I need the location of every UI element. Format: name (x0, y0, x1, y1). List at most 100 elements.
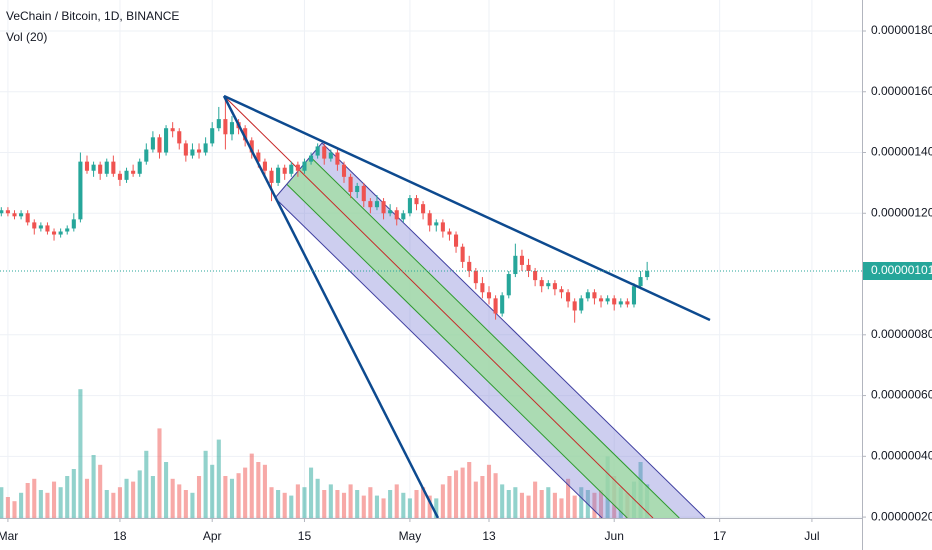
candle-body (434, 222, 439, 226)
candle-body (473, 271, 478, 284)
volume-bar (124, 478, 129, 518)
volume-bar (243, 467, 248, 518)
x-tick-label: 15 (298, 529, 312, 543)
candle-body (322, 146, 327, 159)
volume-bar (480, 476, 485, 518)
candle-body (25, 213, 30, 223)
last-price-label: 0.00000101 (871, 263, 932, 277)
volume-bar (546, 487, 551, 518)
candle-body (539, 280, 544, 287)
candle-body (262, 161, 267, 171)
candle-body (58, 231, 63, 235)
volume-bar (5, 497, 10, 518)
candle-body (177, 131, 182, 144)
candle-body (91, 164, 96, 171)
y-tick-label: 0.00000120 (871, 205, 932, 219)
drawings (223, 95, 706, 518)
volume-bar (579, 487, 584, 518)
candle-body (170, 128, 175, 132)
volume-bar (71, 469, 76, 518)
pitchfork-inner-line (309, 156, 680, 518)
candle-body (124, 170, 129, 180)
candle-body (0, 210, 4, 214)
volume-bar (513, 487, 518, 518)
x-tick-label: Jun (605, 529, 624, 543)
candles (0, 97, 650, 323)
volume-bar (493, 473, 498, 518)
candle-body (256, 152, 261, 162)
volume-bar (276, 490, 281, 518)
x-tick-label: 13 (482, 529, 496, 543)
candle-body (480, 283, 485, 293)
volume-bar (131, 481, 136, 518)
candle-body (453, 234, 459, 247)
volume-bar (269, 487, 274, 518)
candle-body (348, 176, 353, 193)
volume-bar (249, 453, 254, 518)
volume-bar (282, 492, 287, 518)
candle-body (533, 271, 538, 281)
candle-body (19, 213, 24, 217)
volume-bar (447, 476, 452, 518)
volume-bar (592, 492, 597, 518)
volume-bar (434, 498, 439, 518)
candle-body (559, 289, 564, 293)
y-tick-label: 0.00000020 (871, 509, 932, 523)
candle-body (190, 149, 195, 156)
volume-bar (38, 490, 43, 518)
candle-body (315, 146, 320, 156)
volume-bar (45, 492, 50, 518)
candle-body (5, 210, 10, 214)
x-tick-label: 17 (713, 529, 727, 543)
candle-body (111, 161, 116, 174)
volume-bar (414, 490, 419, 518)
volume-bar (598, 490, 604, 518)
trend-lines (222, 94, 711, 518)
volume-bar (381, 498, 386, 518)
candle-body (467, 261, 472, 272)
volume-bar (440, 484, 445, 518)
candle-body (513, 255, 518, 275)
volume-bar (526, 495, 531, 518)
candle-body (440, 222, 445, 232)
volume-bar (137, 470, 142, 518)
y-tick-label: 0.00000180 (871, 23, 932, 37)
candle-body (526, 264, 531, 272)
candle-body (579, 298, 584, 311)
volume-bar (539, 490, 544, 518)
candle-body (12, 213, 17, 217)
volume-bar (519, 492, 524, 518)
candle-body (368, 201, 373, 208)
trend-line (222, 95, 440, 518)
candle-body (45, 225, 50, 232)
candle-body (631, 286, 637, 305)
volume-bar (427, 495, 432, 518)
volume-bar (210, 464, 215, 518)
volume-bar (500, 484, 505, 518)
volume-bar (256, 462, 261, 518)
candle-body (157, 137, 162, 153)
candle-body (585, 292, 590, 299)
candle-body (486, 292, 492, 299)
volume-bar (368, 487, 373, 518)
candle-body (150, 137, 155, 150)
pitchfork-median (223, 95, 654, 518)
volume-bar (533, 481, 538, 518)
volume-bar (467, 462, 472, 518)
candle-body (638, 277, 643, 287)
candle-body (164, 128, 169, 153)
volume-bar (295, 484, 300, 518)
volume-bar (164, 462, 169, 518)
last-price-box (863, 262, 932, 281)
candle-body (612, 298, 617, 305)
indicator-label: Vol (20) (6, 30, 47, 44)
pitchfork-edge (321, 142, 706, 518)
volume-bar (84, 478, 90, 518)
candle-body (394, 210, 399, 220)
candle-body (447, 231, 452, 235)
volume-bar (150, 476, 155, 518)
candle-body (625, 301, 630, 305)
volume-bar (144, 450, 149, 518)
